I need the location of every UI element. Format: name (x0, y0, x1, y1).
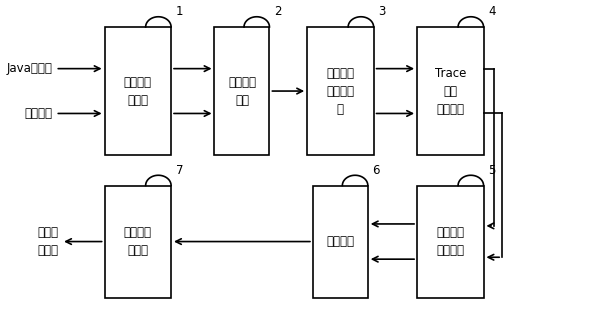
Bar (307, 27, 374, 155)
Bar (313, 185, 368, 297)
Bar (417, 185, 483, 297)
Text: 测试执行
模块: 测试执行 模块 (228, 76, 256, 107)
Bar (105, 185, 171, 297)
Text: 类文件改
装模块: 类文件改 装模块 (124, 76, 152, 107)
Text: 成功与失
败分类模
块: 成功与失 败分类模 块 (326, 67, 355, 116)
Bar (215, 27, 269, 155)
Bar (417, 27, 483, 155)
Text: 失败执行
交集模块: 失败执行 交集模块 (436, 226, 464, 257)
Text: Java类文件: Java类文件 (7, 62, 53, 75)
Text: 1: 1 (175, 5, 183, 18)
Text: 测试用例: 测试用例 (24, 107, 53, 120)
Text: 6: 6 (373, 164, 380, 177)
Text: 3: 3 (378, 5, 385, 18)
Text: 4: 4 (488, 5, 495, 18)
Text: Trace
文件
解析模块: Trace 文件 解析模块 (434, 67, 466, 116)
Text: 2: 2 (274, 5, 281, 18)
Text: 7: 7 (175, 164, 183, 177)
Bar (105, 27, 171, 155)
Text: 缺陷定
位报告: 缺陷定 位报告 (38, 226, 58, 257)
Text: 源代码映
射模块: 源代码映 射模块 (124, 226, 152, 257)
Text: 排序模块: 排序模块 (326, 235, 355, 248)
Text: 5: 5 (488, 164, 495, 177)
